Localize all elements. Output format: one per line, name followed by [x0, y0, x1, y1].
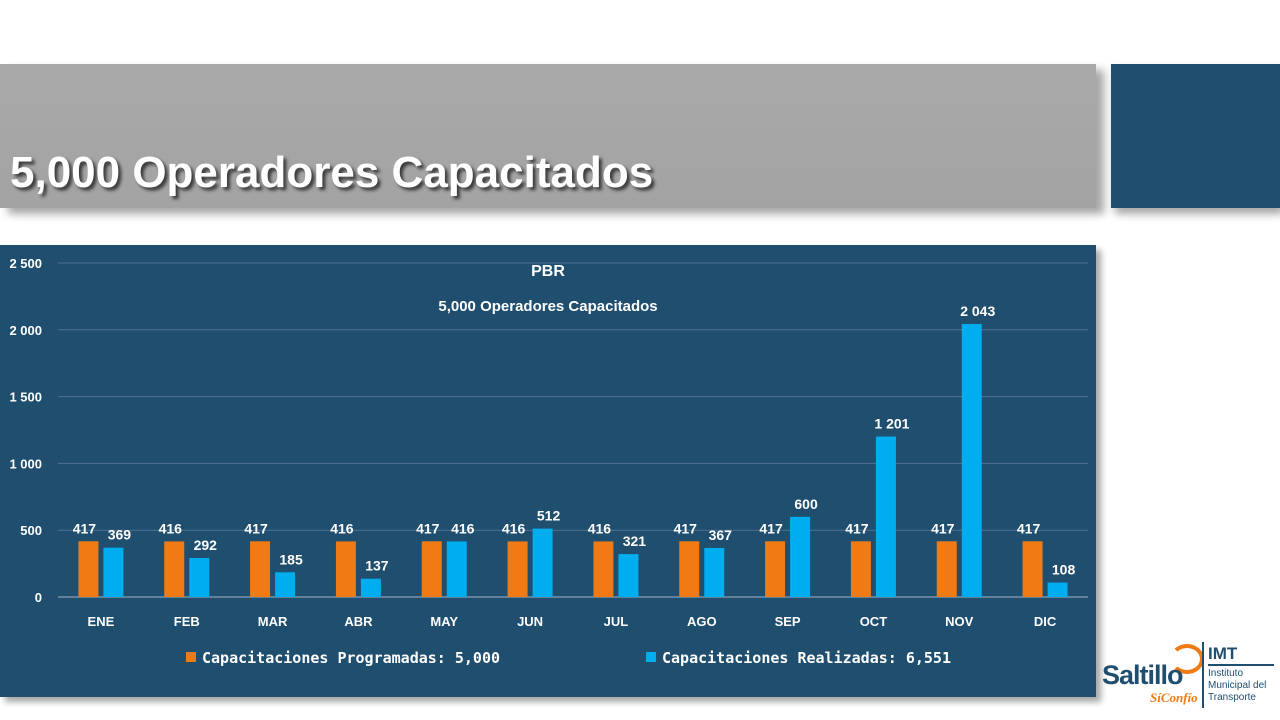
y-tick-label: 500 — [20, 523, 42, 538]
data-label-programadas: 417 — [416, 520, 440, 536]
data-label-programadas: 416 — [502, 520, 526, 536]
data-label-realizadas: 600 — [794, 496, 818, 512]
bar-realizadas — [790, 516, 811, 597]
legend-swatch-programadas — [186, 652, 196, 662]
bar-realizadas — [961, 324, 982, 597]
bar-programadas — [250, 541, 271, 597]
bar-realizadas — [189, 557, 210, 597]
bar-programadas — [335, 541, 356, 597]
logo-org-name: Instituto Municipal del Transporte — [1208, 668, 1280, 704]
logo-underline — [1208, 664, 1274, 666]
logo-brand: Saltillo — [1102, 660, 1184, 690]
legend-label-realizadas: Capacitaciones Realizadas: 6,551 — [662, 649, 951, 667]
data-label-realizadas: 2 043 — [960, 303, 995, 319]
logo-divider — [1202, 642, 1204, 708]
x-tick-label: NOV — [945, 614, 974, 629]
data-label-realizadas: 292 — [194, 537, 218, 553]
data-label-programadas: 417 — [244, 520, 268, 536]
bar-realizadas — [875, 436, 896, 597]
bar-programadas — [593, 541, 614, 597]
data-label-realizadas: 321 — [623, 533, 647, 549]
data-label-realizadas: 512 — [537, 508, 561, 524]
y-tick-label: 0 — [35, 590, 42, 605]
bar-programadas — [507, 541, 528, 597]
bar-programadas — [164, 541, 185, 597]
x-tick-label: SEP — [775, 614, 801, 629]
bar-realizadas — [704, 547, 725, 597]
logo-org-line: Transporte — [1208, 692, 1256, 703]
data-label-realizadas: 1 201 — [874, 416, 909, 432]
data-label-programadas: 417 — [845, 520, 869, 536]
legend-label-programadas: Capacitaciones Programadas: 5,000 — [202, 649, 500, 667]
x-tick-label: MAY — [430, 614, 458, 629]
data-label-realizadas: 416 — [451, 520, 475, 536]
bar-realizadas — [275, 572, 296, 597]
data-label-realizadas: 369 — [108, 527, 132, 543]
logo-tagline: SíConfío — [1150, 690, 1198, 705]
data-label-programadas: 417 — [73, 520, 97, 536]
data-label-programadas: 417 — [931, 520, 955, 536]
data-label-realizadas: 137 — [365, 558, 389, 574]
x-tick-label: AGO — [687, 614, 717, 629]
data-label-realizadas: 185 — [279, 551, 303, 567]
logo: Saltillo SíConfío IMT Instituto Municipa… — [1098, 636, 1280, 720]
x-tick-label: JUN — [517, 614, 543, 629]
data-label-programadas: 416 — [330, 520, 354, 536]
chart-panel — [0, 245, 1096, 697]
bar-programadas — [765, 541, 786, 597]
data-label-programadas: 417 — [759, 520, 783, 536]
data-label-programadas: 417 — [1017, 520, 1041, 536]
y-tick-label: 1 500 — [9, 390, 42, 405]
bar-realizadas — [103, 547, 124, 597]
logo-org-line: Instituto — [1208, 668, 1244, 679]
data-label-realizadas: 367 — [709, 527, 733, 543]
x-tick-label: JUL — [604, 614, 629, 629]
legend-swatch-realizadas — [646, 652, 656, 662]
bar-chart: 0 500 1 000 1 500 2 000 2 500 PBR 5,000 Operado… — [9, 256, 1088, 667]
bar-programadas — [850, 541, 871, 597]
logo-org-short: IMT — [1208, 644, 1238, 663]
bar-realizadas — [618, 554, 639, 597]
logo-org-line: Municipal del — [1208, 680, 1267, 691]
bar-programadas — [421, 541, 442, 597]
accent-block — [1111, 64, 1280, 208]
y-tick-label: 2 500 — [9, 256, 42, 271]
bar-realizadas — [1047, 582, 1068, 597]
x-tick-label: FEB — [174, 614, 200, 629]
bar-programadas — [78, 541, 99, 597]
bar-realizadas — [360, 578, 381, 597]
bar-realizadas — [446, 541, 467, 597]
bar-programadas — [1022, 541, 1043, 597]
chart-title: PBR — [531, 263, 565, 280]
bar-realizadas — [532, 528, 553, 597]
x-tick-label: ABR — [344, 614, 373, 629]
data-label-programadas: 417 — [674, 520, 698, 536]
chart-subtitle: 5,000 Operadores Capacitados — [438, 298, 657, 315]
bar-programadas — [679, 541, 700, 597]
x-tick-label: OCT — [860, 614, 888, 629]
x-tick-label: ENE — [88, 614, 115, 629]
data-label-realizadas: 108 — [1052, 562, 1076, 578]
title-band — [0, 64, 1096, 208]
bar-programadas — [936, 541, 957, 597]
y-tick-label: 2 000 — [9, 323, 42, 338]
page-title: 5,000 Operadores Capacitados — [10, 148, 654, 197]
data-label-programadas: 416 — [159, 520, 183, 536]
x-tick-label: MAR — [258, 614, 288, 629]
x-tick-label: DIC — [1034, 614, 1057, 629]
data-label-programadas: 416 — [588, 520, 612, 536]
y-tick-label: 1 000 — [9, 456, 42, 471]
